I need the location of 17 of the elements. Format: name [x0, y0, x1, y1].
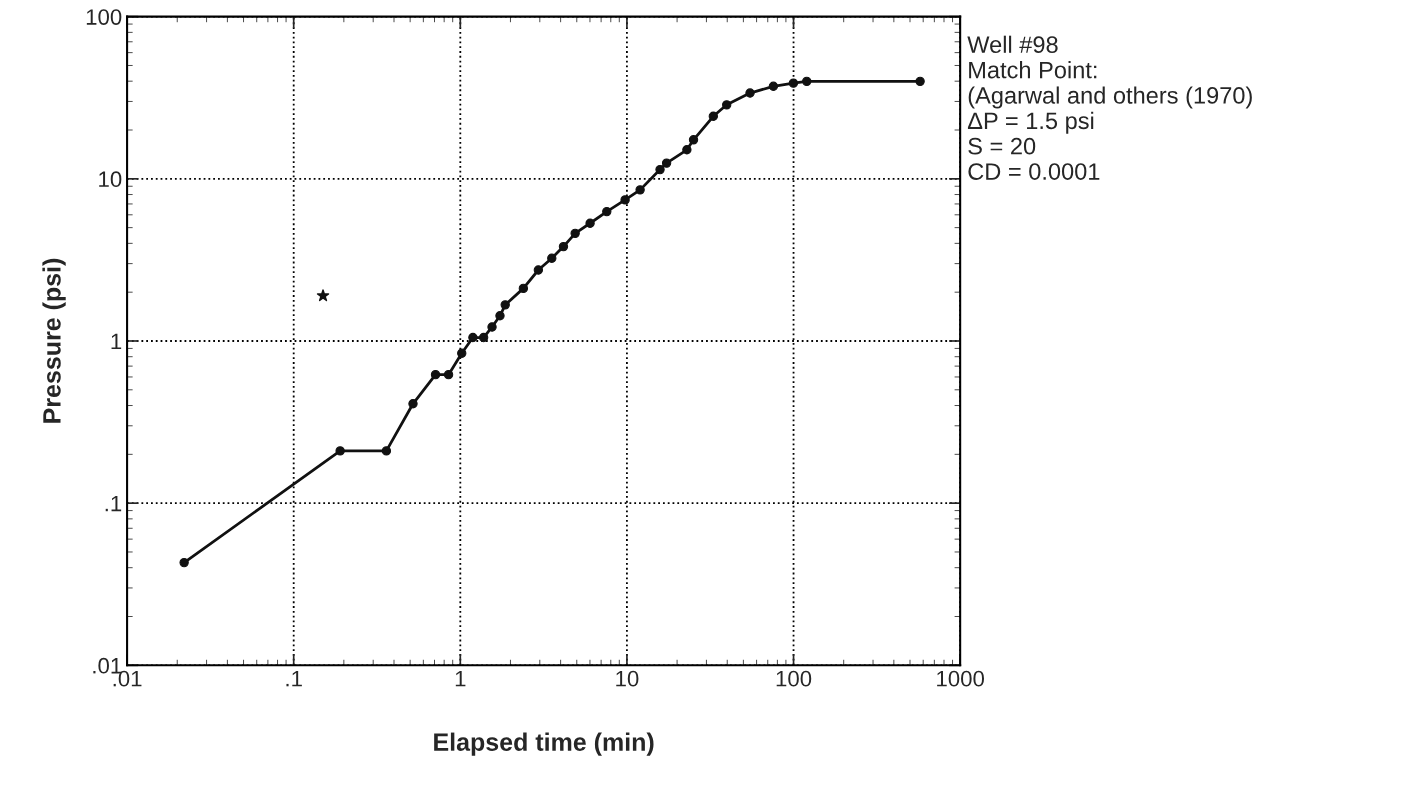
y-tick-label: 100 — [86, 9, 122, 25]
x-tick-label: 1000 — [937, 670, 985, 687]
y-tick-label: 1 — [111, 333, 122, 350]
y-axis-title: Pressure (psi) — [42, 258, 66, 423]
text: Well #98 — [967, 35, 1058, 54]
y-tick-label: 10 — [99, 171, 122, 188]
text: (Agarwal and others (1970) — [968, 86, 1252, 109]
x-tick-label: 100 — [776, 670, 812, 687]
text: CD = 0.0001 — [968, 163, 1100, 180]
x-tick-label: .1 — [286, 671, 302, 687]
y-tick-label: .1 — [105, 495, 122, 512]
x-tick-label: 10 — [616, 670, 639, 687]
text: Match Point: — [969, 61, 1097, 79]
text: ΔP = 1.5 psi — [967, 111, 1094, 134]
x-axis-title: Elapsed time (min) — [434, 732, 654, 756]
text: S = 20 — [968, 137, 1036, 155]
x-tick-label: 1 — [455, 671, 466, 687]
